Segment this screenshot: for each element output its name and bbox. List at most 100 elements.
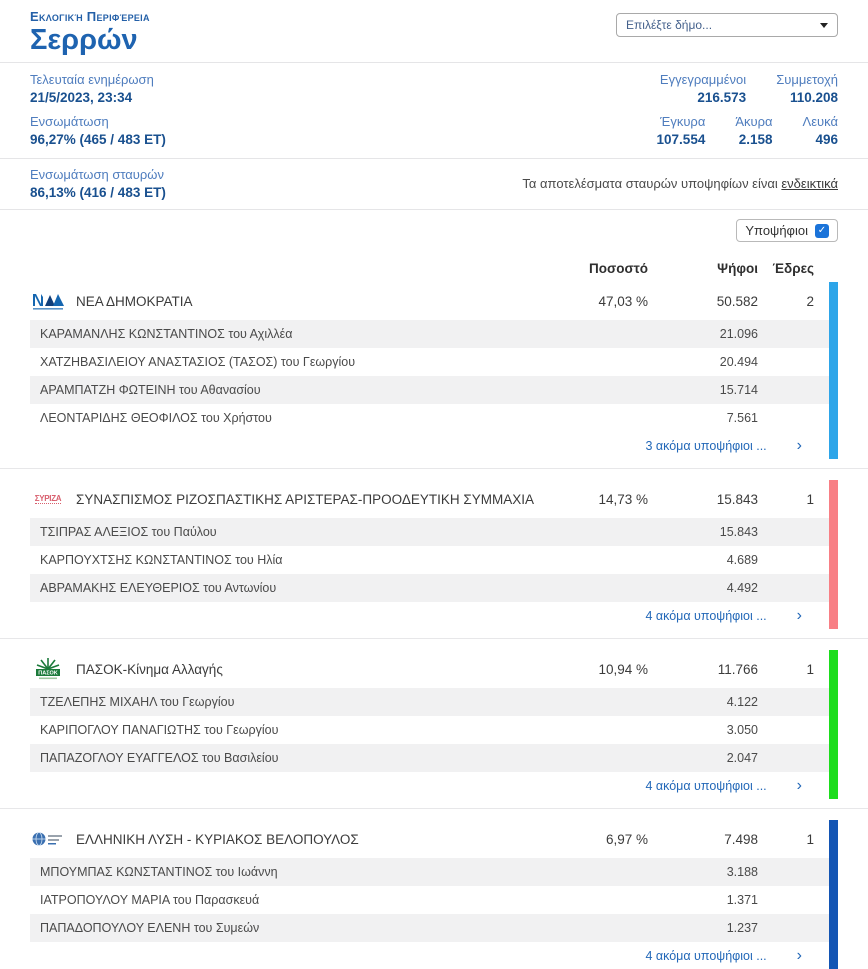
candidate-row: ΛΕΟΝΤΑΡΙΔΗΣ ΘΕΟΦΙΛΟΣ του Χρήστου 7.561 — [30, 404, 838, 432]
candidate-votes: 15.714 — [719, 383, 758, 398]
municipality-select[interactable]: Επιλέξτε δήμο... — [616, 13, 838, 37]
candidate-votes: 15.843 — [719, 525, 758, 540]
candidate-row: ΚΑΡΑΜΑΝΛΗΣ ΚΩΝΣΤΑΝΤΙΝΟΣ του Αχιλλέα 21.0… — [30, 320, 838, 349]
candidate-name: ΠΑΠΑΔΟΠΟΥΛΟΥ ΕΛΕΝΗ του Συμεών — [40, 921, 260, 936]
party-row[interactable]: ΠΑΣΟΚ ΠΑΣΟΚ-Κίνημα Αλλαγής 10,94 % 11.76… — [30, 650, 838, 688]
candidate-row: ΤΣΙΠΡΑΣ ΑΛΕΞΙΟΣ του Παύλου 15.843 — [30, 518, 838, 547]
indicative-note-text: Τα αποτελέσματα σταυρών υποψηφίων είναι — [522, 176, 782, 192]
candidate-votes: 21.096 — [719, 327, 758, 342]
party-name: ΠΑΣΟΚ-Κίνημα Αλλαγής — [76, 661, 223, 677]
party-name: ΣΥΝΑΣΠΙΣΜΟΣ ΡΙΖΟΣΠΑΣΤΙΚΗΣ ΑΡΙΣΤΕΡΑΣ-ΠΡΟΟ… — [76, 491, 534, 507]
candidates-toggle[interactable]: Υποψήφιοι ✓ — [736, 219, 838, 243]
party-percent: 10,94 % — [598, 661, 648, 677]
invalid-label: Άκυρα — [735, 114, 773, 130]
party-color-bar — [829, 820, 838, 969]
region-label: Εκλογική Περιφέρεια — [30, 9, 150, 24]
candidate-name: ΛΕΟΝΤΑΡΙΔΗΣ ΘΕΟΦΙΛΟΣ του Χρήστου — [40, 411, 272, 426]
party-color-bar — [829, 480, 838, 630]
candidate-votes: 4.689 — [726, 553, 758, 568]
stats-summary: Τελευταία ενημέρωση 21/5/2023, 23:34 Ενσ… — [30, 63, 838, 158]
municipality-select-placeholder: Επιλέξτε δήμο... — [626, 18, 713, 32]
header-percent: Ποσοστό — [589, 260, 648, 276]
valid-label: Έγκυρα — [660, 114, 706, 130]
candidate-row: ΧΑΤΖΗΒΑΣΙΛΕΙΟΥ ΑΝΑΣΤΑΣΙΟΣ (ΤΑΣΟΣ) του Γε… — [30, 348, 838, 376]
candidate-row: ΤΖΕΛΕΠΗΣ ΜΙΧΑΗΛ του Γεωργίου 4.122 — [30, 688, 838, 717]
party-row[interactable]: ΣΥΡΙΖΑ ΣΥΝΑΣΠΙΣΜΟΣ ΡΙΖΟΣΠΑΣΤΙΚΗΣ ΑΡΙΣΤΕΡ… — [30, 480, 838, 518]
registered-value: 216.573 — [697, 90, 747, 106]
candidate-votes: 1.371 — [726, 893, 758, 908]
party-seats: 1 — [806, 661, 814, 677]
candidate-name: ΑΒΡΑΜΑΚΗΣ ΕΛΕΥΘΕΡΙΟΣ του Αντωνίου — [40, 581, 277, 596]
svg-text:ΠΑΣΟΚ: ΠΑΣΟΚ — [38, 671, 58, 677]
more-candidates-row[interactable]: 4 ακόμα υποψήφιοι ... › — [30, 602, 838, 629]
divider — [0, 62, 868, 64]
party-percent: 47,03 % — [598, 293, 648, 309]
crosses-value: 86,13% (416 / 483 ΕΤ) — [30, 185, 166, 201]
section-divider — [0, 468, 868, 470]
party-seats: 2 — [806, 293, 814, 309]
more-candidates-row[interactable]: 3 ακόμα υποψήφιοι ... › — [30, 432, 838, 459]
checkbox-checked-icon[interactable]: ✓ — [815, 223, 829, 238]
indicative-link[interactable]: ενδεικτικά — [781, 176, 838, 192]
party-votes: 15.843 — [716, 491, 758, 507]
candidate-name: ΚΑΡΑΜΑΝΛΗΣ ΚΩΝΣΤΑΝΤΙΝΟΣ του Αχιλλέα — [40, 327, 293, 342]
more-candidates-link[interactable]: 4 ακόμα υποψήφιοι ... — [645, 608, 767, 623]
more-candidates-link[interactable]: 3 ακόμα υποψήφιοι ... — [645, 438, 767, 453]
syriza-logo: ΣΥΡΙΖΑ — [34, 494, 62, 505]
invalid-value: 2.158 — [738, 132, 773, 148]
party-section: ΕΛΛΗΝΙΚΗ ΛΥΣΗ - ΚΥΡΙΑΚΟΣ ΒΕΛΟΠΟΥΛΟΣ 6,97… — [30, 820, 838, 969]
candidate-row: ΚΑΡΙΠΟΓΛΟΥ ΠΑΝΑΓΙΩΤΗΣ του Γεωργίου 3.050 — [30, 716, 838, 744]
chevron-right-icon[interactable]: › — [796, 776, 802, 794]
candidate-row: ΑΒΡΑΜΑΚΗΣ ΕΛΕΥΘΕΡΙΟΣ του Αντωνίου 4.492 — [30, 574, 838, 603]
page-title: Σερρών — [30, 24, 138, 56]
candidate-name: ΚΑΡΠΟΥΧΤΣΗΣ ΚΩΝΣΤΑΝΤΙΝΟΣ του Ηλία — [40, 553, 283, 568]
crosses-label: Ενσωμάτωση σταυρών — [30, 167, 164, 183]
candidate-row: ΠΑΠΑΔΟΠΟΥΛΟΥ ΕΛΕΝΗ του Συμεών 1.237 — [30, 914, 838, 943]
more-candidates-row[interactable]: 4 ακόμα υποψήφιοι ... › — [30, 772, 838, 799]
blank-value: 496 — [815, 132, 838, 148]
candidate-name: ΚΑΡΙΠΟΓΛΟΥ ΠΑΝΑΓΙΩΤΗΣ του Γεωργίου — [40, 723, 279, 738]
chevron-right-icon[interactable]: › — [796, 946, 802, 964]
candidate-row: ΑΡΑΜΠΑΤΖΗ ΦΩΤΕΙΝΗ του Αθανασίου 15.714 — [30, 376, 838, 405]
candidate-votes: 3.188 — [726, 865, 758, 880]
party-section: ΠΑΣΟΚ ΠΑΣΟΚ-Κίνημα Αλλαγής 10,94 % 11.76… — [30, 650, 838, 800]
blank-label: Λευκά — [802, 114, 838, 130]
party-row[interactable]: ΕΛΛΗΝΙΚΗ ΛΥΣΗ - ΚΥΡΙΑΚΟΣ ΒΕΛΟΠΟΥΛΟΣ 6,97… — [30, 820, 838, 858]
party-section: ΝΕΑ ΔΗΜΟΚΡΑΤΙΑ 47,03 % 50.582 2 ΚΑΡΑΜΑΝΛ… — [30, 282, 838, 460]
integration-label: Ενσωμάτωση — [30, 114, 109, 130]
party-list: ΝΕΑ ΔΗΜΟΚΡΑΤΙΑ 47,03 % 50.582 2 ΚΑΡΑΜΑΝΛ… — [0, 282, 868, 969]
pasok-logo: ΠΑΣΟΚ — [36, 658, 60, 680]
crosses-row: Ενσωμάτωση σταυρών 86,13% (416 / 483 ΕΤ)… — [30, 159, 838, 209]
last-update-label: Τελευταία ενημέρωση — [30, 72, 154, 88]
candidate-name: ΠΑΠΑΖΟΓΛΟΥ ΕΥΑΓΓΕΛΟΣ του Βασιλείου — [40, 751, 279, 766]
header-votes: Ψήφοι — [717, 260, 758, 276]
more-candidates-link[interactable]: 4 ακόμα υποψήφιοι ... — [645, 948, 767, 963]
elliniki-lysi-logo — [32, 832, 62, 847]
chevron-right-icon[interactable]: › — [796, 436, 802, 454]
party-votes: 50.582 — [716, 293, 758, 309]
participation-label: Συμμετοχή — [776, 72, 838, 88]
more-candidates-row[interactable]: 4 ακόμα υποψήφιοι ... › — [30, 942, 838, 969]
party-votes: 11.766 — [717, 661, 758, 677]
chevron-right-icon[interactable]: › — [796, 606, 802, 624]
party-row[interactable]: ΝΕΑ ΔΗΜΟΚΡΑΤΙΑ 47,03 % 50.582 2 — [30, 282, 838, 320]
party-name: ΕΛΛΗΝΙΚΗ ΛΥΣΗ - ΚΥΡΙΑΚΟΣ ΒΕΛΟΠΟΥΛΟΣ — [76, 831, 359, 847]
candidate-name: ΜΠΟΥΜΠΑΣ ΚΩΝΣΤΑΝΤΙΝΟΣ του Ιωάννη — [40, 865, 278, 880]
party-name: ΝΕΑ ΔΗΜΟΚΡΑΤΙΑ — [76, 293, 193, 309]
candidate-row: ΚΑΡΠΟΥΧΤΣΗΣ ΚΩΝΣΤΑΝΤΙΝΟΣ του Ηλία 4.689 — [30, 546, 838, 574]
party-votes: 7.498 — [724, 831, 758, 847]
candidate-name: ΤΖΕΛΕΠΗΣ ΜΙΧΑΗΛ του Γεωργίου — [40, 695, 235, 710]
candidate-name: ΑΡΑΜΠΑΤΖΗ ΦΩΤΕΙΝΗ του Αθανασίου — [40, 383, 261, 398]
more-candidates-link[interactable]: 4 ακόμα υποψήφιοι ... — [645, 778, 767, 793]
integration-value: 96,27% (465 / 483 ΕΤ) — [30, 132, 166, 148]
results-table-header: Ποσοστό Ψήφοι Έδρες — [30, 254, 838, 282]
party-section: ΣΥΡΙΖΑ ΣΥΝΑΣΠΙΣΜΟΣ ΡΙΖΟΣΠΑΣΤΙΚΗΣ ΑΡΙΣΤΕΡ… — [30, 480, 838, 630]
party-percent: 6,97 % — [605, 831, 648, 847]
candidate-votes: 2.047 — [726, 751, 758, 766]
registered-label: Εγγεγραμμένοι — [659, 72, 747, 88]
party-color-bar — [829, 282, 838, 460]
divider — [0, 209, 868, 211]
page-header: Εκλογική Περιφέρεια Σερρών Επιλέξτε δήμο… — [30, 0, 838, 62]
candidate-name: ΤΣΙΠΡΑΣ ΑΛΕΞΙΟΣ του Παύλου — [40, 525, 217, 540]
candidates-toggle-label: Υποψήφιοι — [745, 223, 808, 239]
